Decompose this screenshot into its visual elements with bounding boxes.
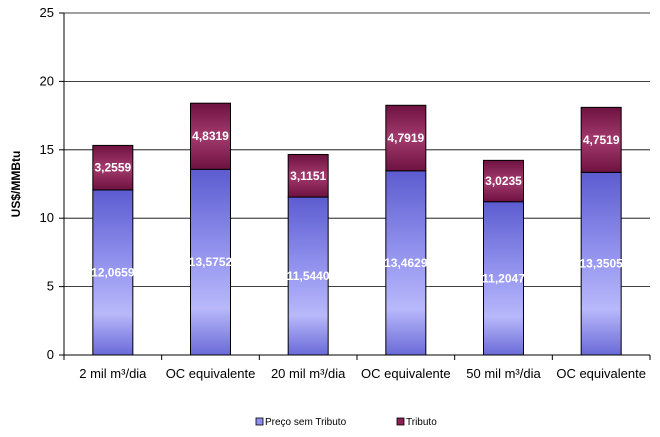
bar-tributo: [287, 153, 329, 198]
y-tick-label: 20: [40, 73, 54, 88]
y-tick-label: 0: [47, 347, 54, 362]
bar-preco: [92, 189, 134, 356]
bar-preco: [287, 196, 329, 356]
bar-tributo: [385, 104, 427, 172]
y-axis-label: US$/MMBtu: [9, 151, 23, 218]
bar-preco: [190, 168, 231, 356]
legend-swatch: [255, 417, 264, 426]
data-labels: 12,0659 3,2559 13,5752 4,8319 11,5440 3,1151 1…: [91, 129, 623, 285]
bars: [92, 102, 622, 356]
bar-tributo: [190, 102, 231, 170]
data-label: 4,7919: [387, 131, 424, 145]
legend-swatch: [396, 417, 405, 426]
data-label: 3,2559: [94, 161, 131, 175]
bar-preco: [580, 171, 622, 356]
y-tick-label: 5: [47, 279, 54, 294]
x-category-label: OC equivalente: [361, 366, 451, 381]
bar-tributo: [483, 159, 524, 203]
data-label: 4,7519: [583, 133, 620, 147]
y-tick-label: 25: [40, 5, 54, 20]
data-label: 13,3505: [579, 257, 623, 271]
y-tick-label: 15: [40, 142, 54, 157]
legend: Preço sem Tributo Tributo: [255, 417, 437, 428]
x-category-label: 2 mil m³/dia: [79, 366, 147, 381]
bar-tributo: [580, 106, 622, 173]
grid-lines: [64, 12, 650, 356]
legend-label: Preço sem Tributo: [265, 417, 347, 428]
data-label: 3,0235: [485, 174, 522, 188]
data-label: 3,1151: [290, 169, 326, 183]
bar-tributo: [92, 144, 134, 191]
x-category-label: OC equivalente: [166, 366, 256, 381]
x-category-label: OC equivalente: [556, 366, 646, 381]
data-label: 12,0659: [91, 265, 135, 279]
axes: 0 5 10 15 20 25 2 mil m³/dia OC equivalente 20 m…: [40, 5, 651, 381]
y-tick-label: 10: [40, 210, 54, 225]
data-label: 11,2047: [482, 271, 525, 285]
data-label: 11,5440: [287, 269, 330, 283]
data-label: 4,8319: [192, 129, 229, 143]
x-category-label: 20 mil m³/dia: [271, 366, 346, 381]
data-label: 13,4629: [384, 256, 428, 270]
data-label: 13,5752: [189, 255, 233, 269]
legend-label: Tributo: [406, 417, 437, 428]
x-category-label: 50 mil m³/dia: [466, 366, 541, 381]
